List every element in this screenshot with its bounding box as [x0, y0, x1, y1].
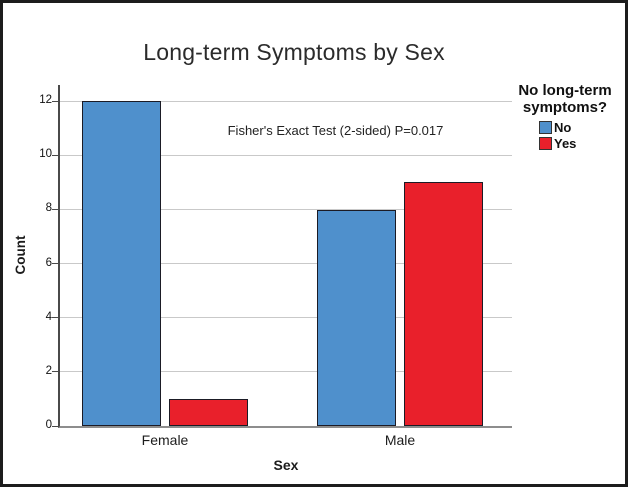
x-axis-title: Sex	[273, 457, 299, 473]
y-axis-title: Count	[13, 235, 28, 275]
y-axis-tick	[52, 425, 58, 427]
y-tick-label: 2	[45, 364, 52, 377]
gridline	[60, 317, 512, 319]
x-category-label: Female	[141, 432, 189, 448]
legend-item-yes: Yes	[539, 136, 622, 152]
y-tick-label: 12	[39, 94, 52, 107]
y-axis-tick	[52, 208, 58, 210]
y-axis-tick	[52, 317, 58, 319]
legend-items: No Yes	[508, 120, 622, 151]
y-axis-tick	[52, 154, 58, 156]
bar-male-no	[317, 209, 396, 426]
gridline	[60, 371, 512, 373]
y-tick-label: 8	[45, 202, 52, 215]
bar-female-no	[82, 101, 161, 426]
y-tick-label: 6	[45, 256, 52, 269]
gridline	[60, 208, 512, 210]
legend: No long-term symptoms? No Yes	[508, 82, 622, 151]
y-axis-tick	[52, 371, 58, 373]
y-tick-label: 0	[45, 419, 52, 431]
x-category-label: Male	[384, 432, 416, 448]
bar-female-yes	[169, 398, 248, 426]
bar-male-yes	[404, 182, 483, 426]
y-tick-label: 4	[45, 310, 52, 323]
y-tick-label: 10	[39, 148, 52, 161]
plot-area: 0 2 4 6 8 10 12 Female Male Sex	[39, 85, 512, 473]
legend-item-no: No	[539, 120, 622, 136]
legend-swatch-icon	[539, 121, 552, 135]
legend-item-label: No	[554, 120, 572, 136]
gridline	[60, 154, 512, 156]
legend-item-label: Yes	[554, 135, 577, 151]
legend-swatch-icon	[539, 136, 552, 150]
gridline	[60, 263, 512, 265]
stat-annotation: Fisher's Exact Test (2-sided) P=0.017	[227, 123, 444, 138]
y-axis-tick	[52, 263, 58, 265]
chart-title: Long-term Symptoms by Sex	[143, 39, 445, 65]
y-axis-tick	[52, 100, 58, 102]
gridline	[60, 100, 512, 102]
legend-title: No long-term symptoms?	[518, 82, 612, 116]
